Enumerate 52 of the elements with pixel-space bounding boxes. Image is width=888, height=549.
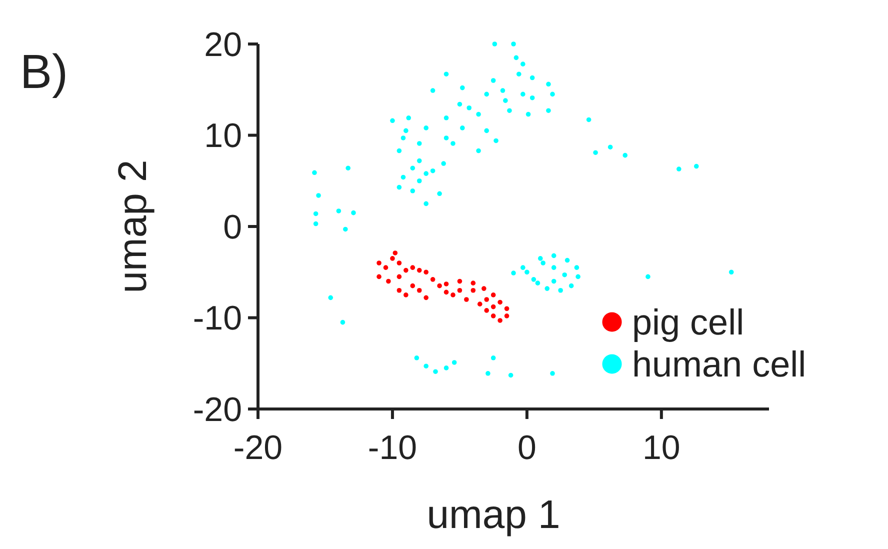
point: [430, 277, 436, 282]
y-tick-label: 10: [204, 117, 242, 156]
point: [457, 278, 462, 284]
legend-label: human cell: [632, 344, 806, 385]
point: [457, 288, 462, 293]
point: [392, 250, 398, 256]
y-tick-label: 0: [223, 208, 242, 246]
legend-label: pig cell: [632, 302, 744, 343]
point: [470, 280, 476, 286]
x-tick-label: 0: [517, 429, 536, 467]
point: [410, 283, 416, 288]
point: [396, 274, 402, 280]
point: [490, 292, 496, 298]
point: [386, 278, 391, 284]
point: [383, 265, 388, 270]
point: [404, 292, 408, 298]
x-tick-label: -20: [233, 429, 283, 467]
point: [390, 256, 395, 261]
point: [490, 304, 496, 310]
point: [396, 260, 402, 266]
point: [484, 297, 489, 302]
x-tick-label: 10: [642, 429, 680, 467]
point: [477, 302, 482, 306]
point: [404, 268, 408, 273]
text: B): [20, 46, 68, 99]
point: [437, 283, 442, 288]
point: [416, 268, 422, 273]
point: [376, 274, 382, 280]
x-axis-title: umap 1: [426, 493, 560, 537]
point: [482, 286, 486, 291]
point: [450, 292, 456, 298]
point: [498, 300, 502, 305]
point: [410, 265, 416, 270]
point: [484, 308, 489, 313]
point: [396, 288, 402, 293]
point: [504, 306, 510, 312]
y-tick-label: 20: [204, 26, 242, 64]
point: [376, 260, 382, 266]
y-tick-label: -20: [192, 390, 242, 429]
x-tick-label: -10: [368, 429, 418, 467]
y-axis-title: umap 2: [111, 160, 155, 294]
point: [504, 314, 510, 318]
point: [470, 288, 476, 293]
point: [444, 282, 449, 286]
y-tick-label: -10: [192, 300, 242, 338]
point: [416, 288, 422, 293]
point: [490, 314, 496, 318]
point: [498, 318, 502, 323]
point: [444, 290, 449, 295]
point: [464, 297, 469, 302]
point: [424, 295, 428, 300]
point: [424, 270, 428, 275]
